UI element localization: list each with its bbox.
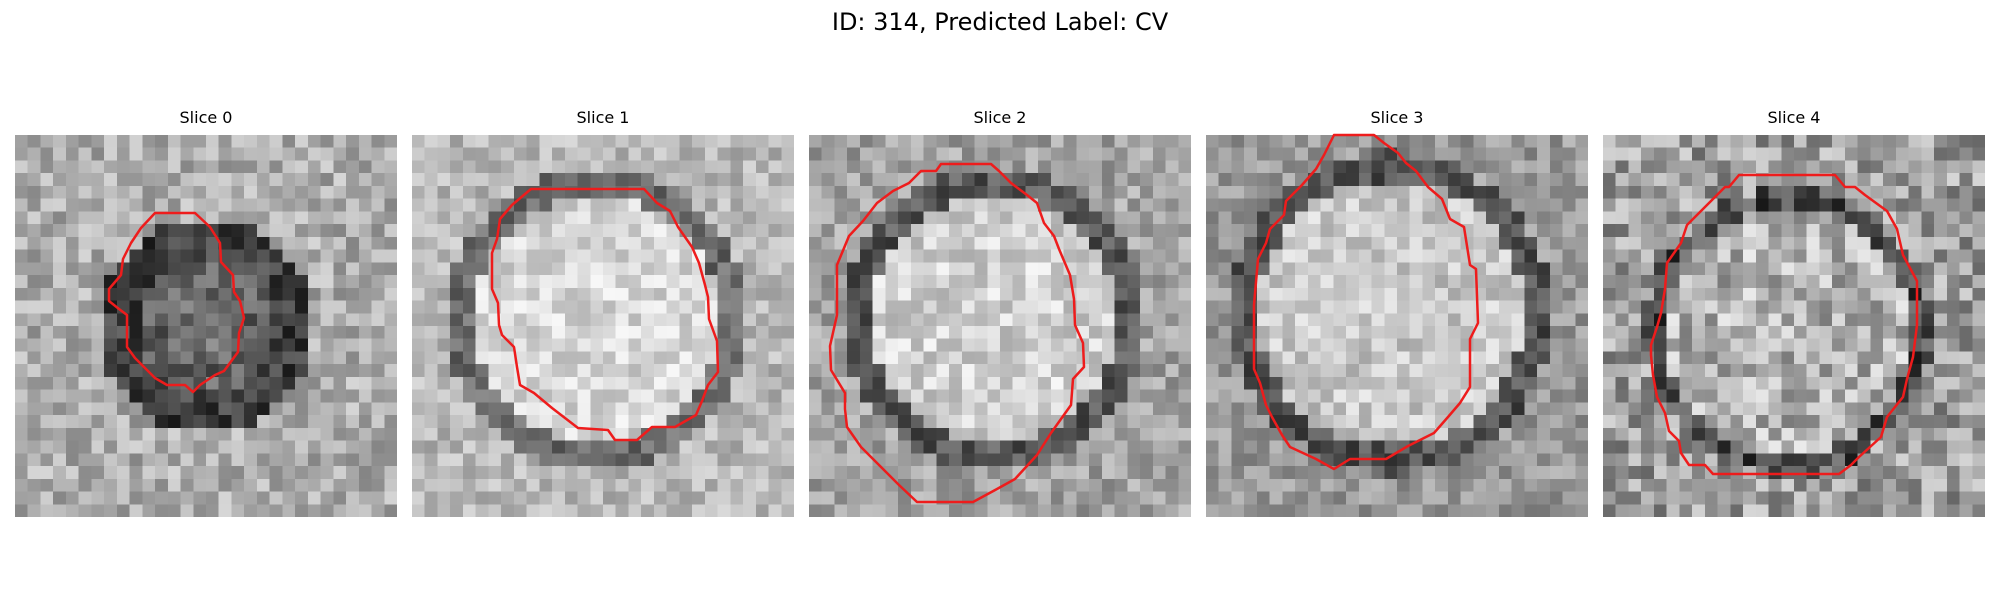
slice-title-4: Slice 4 — [1767, 108, 1821, 127]
slice-image-0 — [15, 135, 397, 517]
figure-title: ID: 314, Predicted Label: CV — [831, 8, 1169, 36]
slice-contour-2 — [828, 162, 1086, 504]
slice-panel-1: Slice 1 — [412, 106, 794, 517]
slice-contour-3 — [1252, 133, 1480, 471]
slice-title-1: Slice 1 — [576, 108, 630, 127]
slice-title-0: Slice 0 — [179, 108, 233, 127]
slice-image-1 — [412, 135, 794, 517]
slice-image-4 — [1603, 135, 1985, 517]
slice-panel-4: Slice 4 — [1603, 106, 1985, 517]
slice-contour-4 — [1649, 173, 1919, 476]
slice-contour-0 — [107, 211, 246, 394]
slice-panel-0: Slice 0 — [15, 106, 397, 517]
slice-image-2 — [809, 135, 1191, 517]
slice-title-3: Slice 3 — [1370, 108, 1424, 127]
slice-title-2: Slice 2 — [973, 108, 1027, 127]
slice-panel-3: Slice 3 — [1206, 106, 1588, 517]
slice-contour-1 — [490, 187, 720, 442]
slice-panel-2: Slice 2 — [809, 106, 1191, 517]
